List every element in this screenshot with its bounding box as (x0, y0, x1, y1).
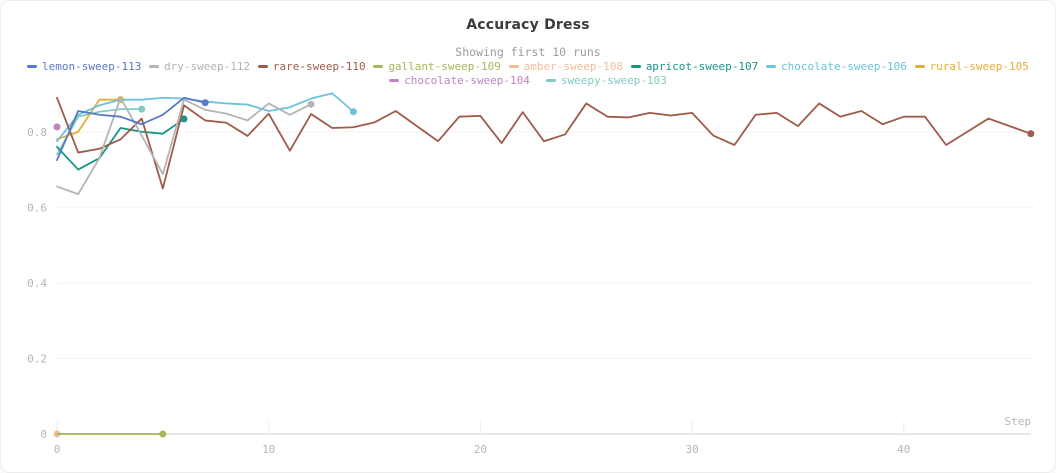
series-line-lemon-sweep-113 (56, 96, 207, 162)
page-title: Accuracy Dress (466, 17, 590, 33)
x-tick-label: 10 (262, 443, 275, 456)
y-tick-label: 0 (40, 428, 47, 441)
legend-dash-icon (630, 65, 641, 68)
legend-item-gallant-sweep-109[interactable]: gallant-sweep-109 (373, 60, 501, 73)
legend-label: amber-sweep-108 (523, 60, 623, 73)
legend-label: chocolate-sweep-106 (781, 60, 907, 73)
legend-dash-icon (389, 79, 400, 82)
legend-dash-icon (149, 65, 160, 68)
x-tick-label: 20 (474, 443, 487, 456)
legend-label: gallant-sweep-109 (388, 60, 501, 73)
series-endpoint-sweepy-sweep-103 (138, 105, 146, 113)
series-endpoint-apricot-sweep-107 (180, 115, 188, 123)
legend-label: rare-sweep-110 (272, 60, 366, 73)
legend-item-rare-sweep-110[interactable]: rare-sweep-110 (257, 60, 366, 73)
legend-item-rural-sweep-105[interactable]: rural-sweep-105 (914, 60, 1029, 73)
legend-dash-icon (27, 65, 37, 68)
y-tick-label: 0.2 (27, 352, 47, 365)
legend-item-apricot-sweep-107[interactable]: apricot-sweep-107 (630, 60, 759, 73)
series-endpoint-rare-sweep-110 (1027, 130, 1035, 138)
y-tick-label: 0.8 (27, 126, 47, 139)
legend-dash-icon (766, 65, 776, 68)
x-tick-label: 0 (54, 443, 61, 456)
legend-item-chocolate-sweep-106[interactable]: chocolate-sweep-106 (766, 60, 907, 73)
legend-label: dry-sweep-112 (164, 60, 251, 73)
series-line-dry-sweep-112 (56, 96, 312, 196)
series-endpoint-lemon-sweep-113 (201, 99, 209, 107)
legend-label: sweepy-sweep-103 (560, 74, 667, 87)
legend-row-1: lemon-sweep-113 dry-sweep-112 rare-sweep-1… (1, 60, 1055, 73)
series-endpoint-gallant-sweep-109 (159, 430, 167, 438)
series-endpoint-chocolate-sweep-104 (53, 123, 61, 131)
legend-dash-icon (373, 65, 384, 68)
legend-label: apricot-sweep-107 (645, 60, 759, 73)
x-tick-label: 30 (685, 443, 698, 456)
legend-dash-icon (545, 79, 556, 82)
x-axis-label: Step (1005, 415, 1032, 428)
series-line-rural-sweep-105 (56, 98, 122, 141)
legend-label: chocolate-sweep-104 (404, 74, 530, 87)
y-tick-label: 0.6 (27, 201, 47, 214)
legend-item-sweepy-sweep-103[interactable]: sweepy-sweep-103 (545, 74, 667, 87)
series-endpoint-dry-sweep-112 (307, 100, 315, 108)
legend-dash-icon (257, 65, 268, 68)
series-endpoint-chocolate-sweep-106 (349, 108, 357, 116)
x-tick-label: 40 (897, 443, 910, 456)
legend-item-amber-sweep-108[interactable]: amber-sweep-108 (508, 60, 623, 73)
legend-dash-icon (508, 65, 519, 68)
legend-row-2: chocolate-sweep-104 sweepy-sweep-103 (1, 74, 1055, 87)
legend-item-dry-sweep-112[interactable]: dry-sweep-112 (149, 60, 250, 73)
series-line-apricot-sweep-107 (56, 118, 185, 171)
legend-item-chocolate-sweep-104[interactable]: chocolate-sweep-104 (389, 74, 530, 87)
legend-label: lemon-sweep-113 (42, 60, 142, 73)
chart-subtitle: Showing first 10 runs (455, 45, 601, 59)
series-line-rare-sweep-110 (56, 96, 1032, 190)
y-tick-label: 0.4 (27, 277, 47, 290)
legend-dash-icon (914, 65, 925, 68)
legend-item-lemon-sweep-113[interactable]: lemon-sweep-113 (27, 60, 141, 73)
legend-label: rural-sweep-105 (929, 60, 1029, 73)
